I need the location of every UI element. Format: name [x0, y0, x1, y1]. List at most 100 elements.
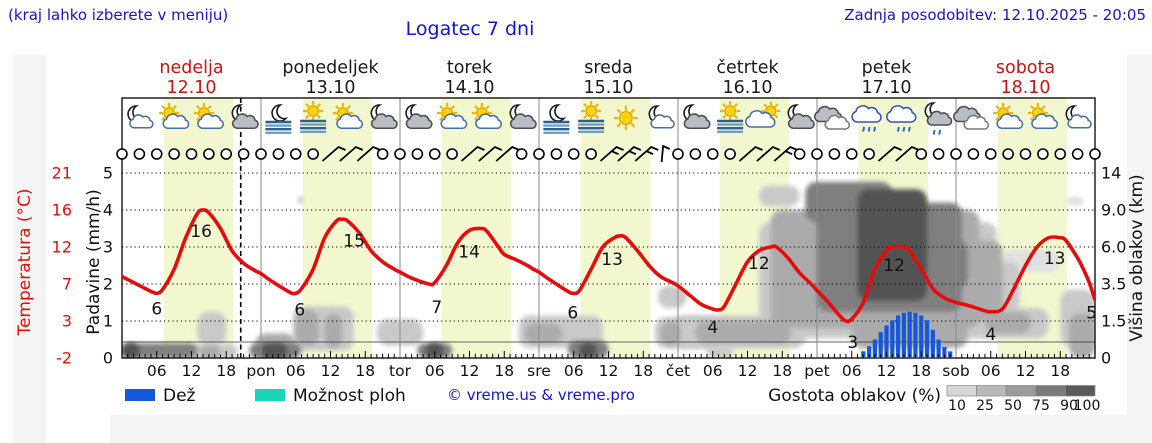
moon-shape [549, 104, 567, 122]
copyright-link[interactable]: © vreme.us & vreme.pro [447, 386, 635, 404]
showers-legend-swatch [255, 389, 285, 401]
sun-ray [995, 105, 1000, 110]
wind-calm-icon [1037, 148, 1049, 160]
cloud-blob [297, 195, 304, 205]
wind-calm-icon [950, 148, 962, 160]
weather-icon-sun-cloud [159, 103, 190, 130]
cloud-blob [324, 313, 343, 349]
rain-bar [924, 320, 930, 358]
sun-ray [316, 103, 321, 108]
sun-ray [196, 105, 201, 110]
sun-ray [583, 114, 588, 119]
wind-barb-icon [877, 145, 902, 162]
sun-ray [335, 116, 340, 121]
precip-tick-label: 4 [103, 201, 113, 220]
precip-tick-label: 1 [103, 312, 113, 331]
cloud-blob [579, 343, 597, 358]
wind-barb-icon [634, 145, 659, 162]
last-update-timestamp: Zadnja posodobitev: 12.10.2025 - 20:05 [844, 6, 1146, 24]
temperature-value-label: 13 [1044, 249, 1066, 269]
sun-ray [733, 114, 738, 119]
day-date-label: 14.10 [444, 78, 494, 98]
wind-calm-icon [116, 148, 128, 160]
bottom-margin-strip [110, 415, 1152, 443]
cloud-shape [336, 113, 364, 130]
gray-cloud-shape [683, 113, 711, 130]
wind-calm-icon [394, 148, 406, 160]
cloud-blob [261, 343, 288, 358]
day-date-label: 16.10 [722, 78, 772, 98]
cloud-tick-label: 14 [1101, 164, 1121, 183]
temp-tick-label: -2 [56, 349, 72, 368]
rain-bar [878, 332, 883, 358]
raindrop [907, 126, 911, 132]
wind-calm-icon [793, 148, 806, 160]
weather-icon-clouds [952, 105, 990, 130]
wind-barb-icon [599, 145, 624, 162]
sun-ray [616, 108, 622, 114]
sun-ray [583, 103, 588, 108]
weather-icon-sun-cloud [437, 103, 468, 130]
wind-calm-icon [984, 148, 997, 160]
density-swatch [1065, 385, 1096, 397]
moon-shape [271, 104, 289, 122]
x-day-label: čet [666, 362, 690, 380]
density-swatch [1035, 385, 1066, 397]
sun-ray [774, 103, 779, 108]
sun-ray [1030, 116, 1035, 121]
gray-cloud-shape [370, 113, 398, 130]
day-name-label: nedelja [159, 58, 223, 78]
wind-calm-icon [168, 148, 180, 160]
weather-icon-cloud-sun [745, 101, 781, 128]
x-hour-label: 18 [633, 362, 653, 380]
x-hour-label: 06 [425, 362, 445, 380]
cloud-axis-title: Višina oblakov (km) [1127, 174, 1147, 341]
wind-calm-icon [533, 148, 545, 160]
gray-cloud-shape [509, 113, 537, 130]
temperature-value-label: 4 [985, 325, 996, 345]
wind-calm-icon [376, 148, 389, 160]
wind-barb-icon [756, 145, 781, 162]
gray-cloud-shape [231, 113, 259, 130]
weather-icon-sun-cloud [332, 103, 364, 130]
rain-bar [890, 320, 895, 358]
x-hour-label: 12 [738, 362, 758, 380]
sun-ray [594, 103, 599, 108]
cloud-blob [759, 185, 800, 207]
raindrop [938, 129, 942, 135]
temp-tick-label: 3 [62, 312, 72, 331]
wind-calm-icon [672, 148, 684, 160]
sun-ray [1006, 105, 1011, 110]
temperature-value-label: 13 [601, 250, 623, 270]
cloud-tick-label: 1.5 [1101, 312, 1126, 331]
weather-icon-sun [613, 105, 638, 131]
temperature-value-label: 4 [707, 318, 718, 338]
weather-icon-rain [886, 105, 917, 132]
x-hour-label: 18 [911, 362, 931, 380]
cloud-blob [524, 323, 563, 344]
density-tick-label: 100 [1074, 398, 1101, 414]
wind-calm-icon [689, 148, 702, 160]
rain-bars [861, 311, 953, 358]
cloud-blob [1068, 313, 1095, 358]
x-day-label: sob [942, 362, 969, 380]
sun-ray [474, 116, 479, 121]
weather-icons-row [127, 101, 1092, 135]
weather-icon-sun-cloud [193, 103, 225, 130]
page-title: Logatec 7 dni [405, 18, 535, 40]
weather-icon-clouds [813, 105, 851, 130]
wind-calm-icon [567, 148, 580, 160]
wind-calm-icon [220, 148, 233, 160]
x-hour-label: 12 [1016, 362, 1036, 380]
sun-ray [1041, 105, 1046, 110]
wind-calm-icon [932, 148, 945, 160]
wind-calm-icon [967, 148, 980, 160]
rain-bar [913, 312, 918, 358]
cloud-shape [162, 113, 190, 130]
cloud-shape [1067, 114, 1092, 129]
cloud-density-legend-label: Gostota oblakov (%) [768, 386, 941, 406]
cloud-blob [200, 345, 221, 358]
